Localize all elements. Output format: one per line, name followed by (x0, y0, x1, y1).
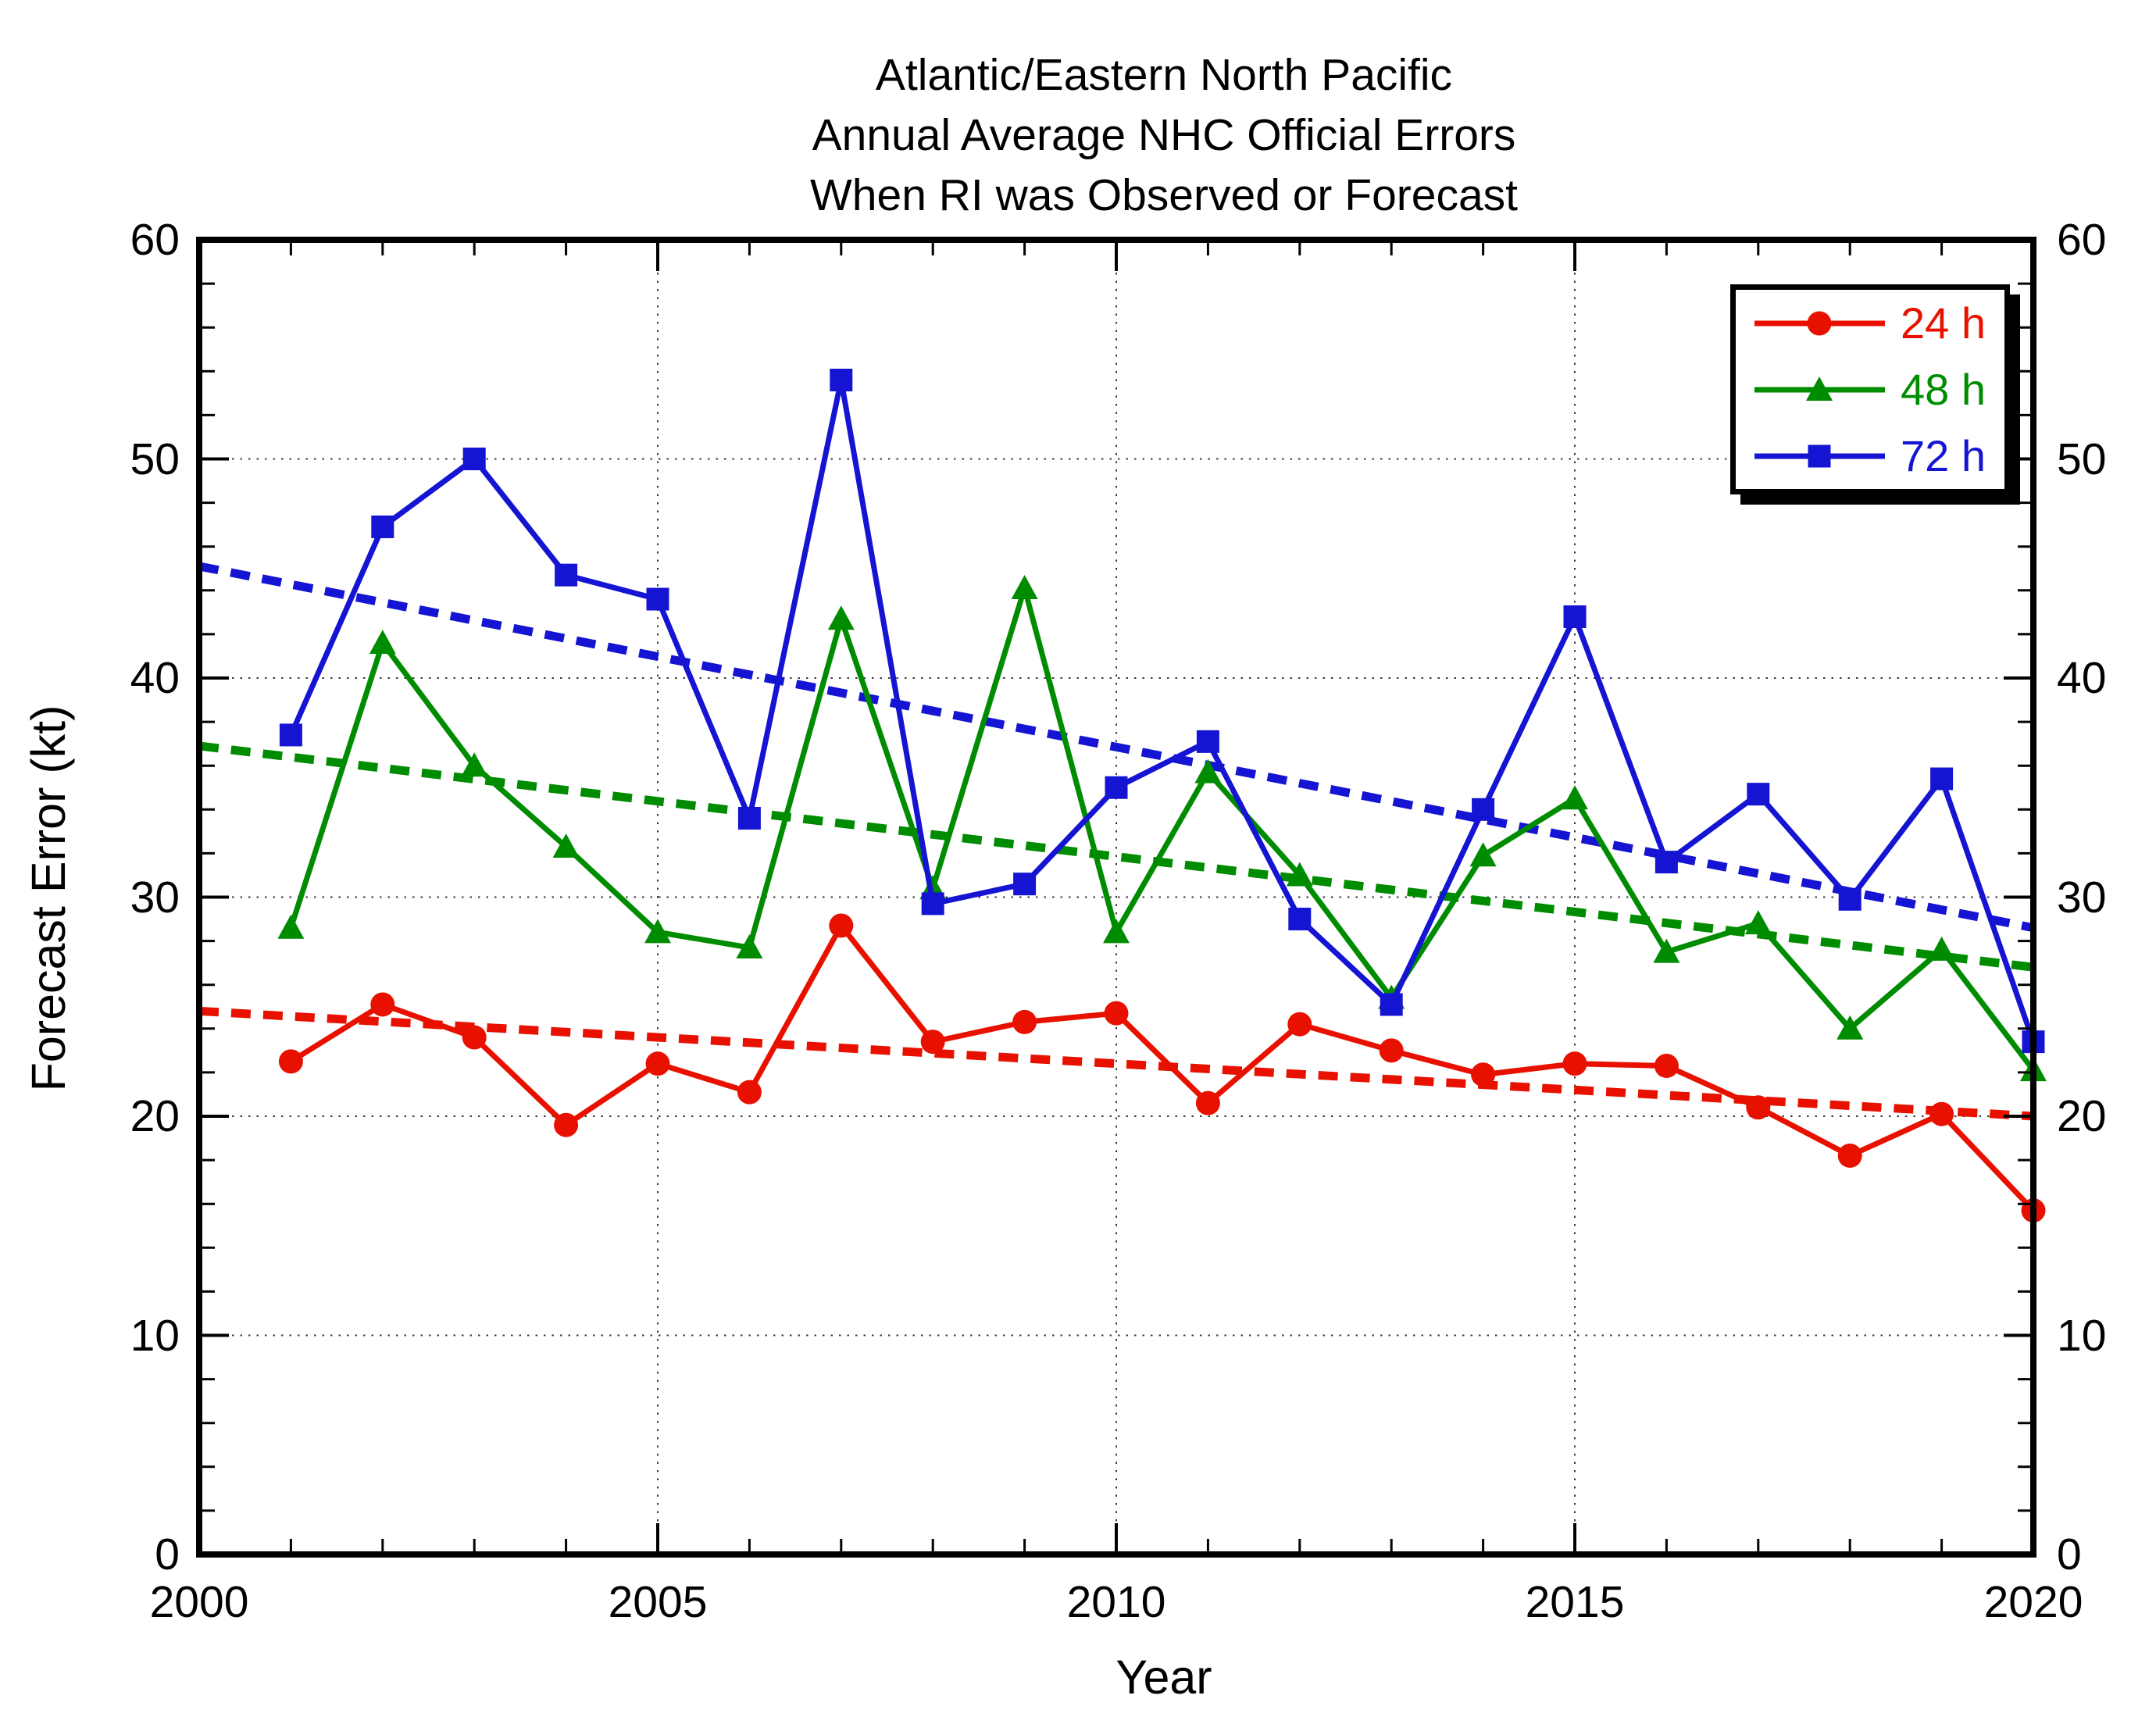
trend-line-24h (198, 1006, 2034, 1121)
data-point-square-72h (279, 723, 302, 747)
y-axis-tick-label-left: 10 (130, 1310, 180, 1361)
trend-line-72h (198, 562, 2035, 933)
legend-row-24h: 24 h (1736, 290, 2004, 356)
series-line-72h (287, 377, 2036, 1045)
data-point-triangle-48h (1928, 936, 1955, 961)
data-point-square-72h (555, 563, 578, 587)
data-point-circle-24h (1746, 1095, 1771, 1120)
y-axis-tick-label-left: 0 (155, 1529, 180, 1579)
data-point-triangle-48h (461, 752, 488, 777)
data-point-circle-24h (1837, 1143, 1862, 1168)
y-axis-tick-label-left: 30 (130, 872, 180, 923)
data-point-square-72h (1288, 908, 1312, 931)
y-axis-tick-label-right: 30 (2057, 872, 2107, 923)
data-point-square-72h (921, 892, 944, 915)
data-point-square-72h (462, 448, 486, 470)
data-point-square-72h (1380, 993, 1403, 1016)
x-axis-tick-label: 2000 (149, 1577, 249, 1627)
y-axis-tick-label-right: 0 (2057, 1529, 2082, 1579)
y-axis-tick-label-right: 40 (2057, 653, 2107, 703)
data-point-triangle-48h (1011, 574, 1038, 599)
data-point-triangle-48h (369, 630, 396, 655)
chart-title-line-3: When RI was Observed or Forecast (810, 170, 1518, 220)
legend-row-48h: 48 h (1736, 356, 2004, 423)
y-axis-tick-label-left: 60 (130, 215, 180, 265)
y-axis-tick-label-left: 40 (130, 653, 180, 703)
data-point-triangle-48h (1837, 1015, 1864, 1040)
data-point-circle-24h (1012, 1009, 1037, 1034)
data-point-circle-24h (645, 1051, 670, 1076)
legend-label-72h: 72 h (1901, 431, 1986, 480)
series-line-48h (287, 585, 2036, 1073)
data-point-circle-24h (1471, 1062, 1496, 1087)
x-axis-tick-label: 2010 (1066, 1577, 1166, 1627)
data-point-circle-24h (737, 1080, 762, 1105)
chart-title-line-2: Annual Average NHC Official Errors (812, 110, 1516, 160)
data-point-circle-24h (278, 1049, 303, 1074)
data-point-triangle-48h (1653, 938, 1680, 963)
y-axis-tick-label-left: 20 (130, 1091, 180, 1141)
x-axis-tick-label: 2005 (608, 1577, 708, 1627)
data-point-circle-24h (829, 913, 854, 938)
legend-sample-72h (1754, 444, 1885, 468)
x-axis-title: Year (1115, 1651, 1212, 1704)
data-point-square-72h (1013, 873, 1037, 896)
data-point-triangle-48h (644, 919, 671, 944)
data-point-circle-24h (554, 1112, 579, 1137)
data-point-triangle-48h (1562, 785, 1588, 810)
data-point-square-72h (1747, 783, 1770, 806)
legend: 24 h 48 h 72 h (1730, 284, 2010, 494)
legend-sample-48h (1754, 377, 1885, 401)
x-axis-tick-label: 2020 (1983, 1577, 2083, 1627)
data-point-circle-24h (920, 1030, 945, 1055)
y-axis-tick-label-left: 50 (130, 434, 180, 484)
data-point-triangle-48h (277, 914, 305, 939)
data-point-triangle-48h (1286, 862, 1313, 887)
legend-marker-triangle (1806, 377, 1833, 401)
data-point-triangle-48h (1194, 758, 1222, 783)
data-point-circle-24h (1104, 1001, 1129, 1026)
data-point-circle-24h (1929, 1101, 1954, 1126)
y-axis-tick-label-right: 50 (2057, 434, 2107, 484)
data-point-circle-24h (1195, 1090, 1220, 1115)
series-line-24h (287, 923, 2036, 1214)
legend-label-24h: 24 h (1901, 298, 1986, 348)
data-point-triangle-48h (1469, 842, 1497, 867)
data-point-square-72h (1930, 767, 1954, 791)
data-point-triangle-48h (827, 605, 855, 630)
chart-title: Atlantic/Eastern North Pacific Annual Av… (247, 45, 2081, 226)
data-point-square-72h (371, 515, 394, 538)
legend-label-48h: 48 h (1901, 365, 1986, 414)
data-point-circle-24h (370, 992, 395, 1017)
legend-marker-square (1808, 444, 1831, 468)
data-point-triangle-48h (1744, 910, 1772, 935)
y-axis-tick-label-right: 60 (2057, 215, 2107, 265)
legend-sample-24h (1754, 311, 1885, 336)
data-point-circle-24h (1654, 1053, 1679, 1078)
data-point-square-72h (1472, 798, 1495, 821)
data-point-square-72h (1838, 887, 1862, 911)
data-point-square-72h (1105, 776, 1128, 799)
y-axis-tick-label-right: 10 (2057, 1310, 2107, 1361)
data-point-square-72h (830, 369, 853, 392)
data-point-triangle-48h (1103, 919, 1130, 944)
data-point-square-72h (1563, 605, 1587, 628)
data-point-square-72h (1196, 730, 1219, 753)
data-point-circle-24h (1379, 1038, 1404, 1063)
data-point-circle-24h (462, 1025, 487, 1050)
legend-marker-circle (1807, 311, 1832, 336)
data-point-circle-24h (1287, 1012, 1312, 1037)
data-point-square-72h (737, 807, 761, 830)
data-point-triangle-48h (552, 833, 580, 858)
chart-title-line-1: Atlantic/Eastern North Pacific (875, 50, 1453, 100)
legend-row-72h: 72 h (1736, 423, 2004, 489)
x-axis-tick-label: 2015 (1525, 1577, 1625, 1627)
data-point-circle-24h (1562, 1051, 1587, 1076)
data-point-triangle-48h (736, 934, 763, 959)
data-point-square-72h (1654, 851, 1678, 874)
y-axis-tick-label-right: 20 (2057, 1091, 2107, 1141)
data-point-square-72h (646, 587, 669, 611)
